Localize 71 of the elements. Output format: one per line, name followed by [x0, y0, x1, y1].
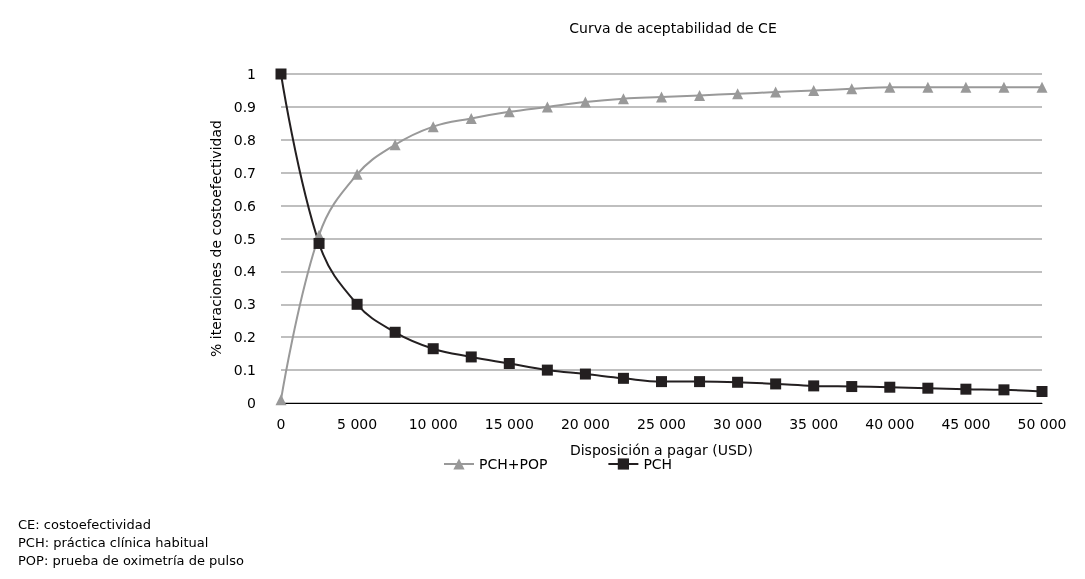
x-tick-label: 35 000: [789, 416, 839, 432]
point: [617, 372, 629, 384]
text: CE: costoefectividad: [18, 517, 151, 532]
x-tick-label: 40 000: [865, 416, 915, 432]
y-tick-label: 0.9: [233, 98, 256, 115]
y-tick-label: 0.6: [233, 197, 257, 214]
legend-label: PCH+POP: [479, 456, 548, 472]
point: [579, 368, 591, 380]
point: [503, 358, 515, 370]
point: [998, 384, 1010, 396]
point: [846, 381, 858, 393]
x-tick-label: 20 000: [560, 416, 610, 432]
point: [427, 343, 439, 355]
point: [313, 237, 325, 249]
point: [427, 121, 439, 133]
y-tick-label: 0.1: [233, 362, 256, 379]
x-tick-label: 30 000: [713, 416, 763, 432]
x-tick-label: 50 000: [1017, 416, 1067, 432]
y-tick-label: 0.3: [233, 296, 256, 313]
point: [656, 376, 667, 388]
point: [656, 91, 667, 103]
point: [694, 376, 706, 388]
point: [808, 380, 820, 392]
point: [275, 68, 287, 80]
point: [1036, 81, 1048, 93]
point: [617, 93, 629, 105]
x-tick-label: 25 000: [637, 416, 686, 432]
x-tick-label: 15 000: [484, 416, 534, 432]
point: [694, 89, 706, 101]
y-tick-label: 1: [247, 66, 256, 82]
y-tick-label: 0.7: [233, 164, 256, 181]
point: [884, 381, 896, 393]
legend-label: PCH: [643, 456, 673, 472]
x-tick-label: 45 000: [941, 416, 991, 432]
point: [732, 88, 744, 100]
y-tick-label: 0.5: [233, 230, 256, 247]
point: [960, 81, 972, 93]
y-axis-title: % iteraciones de costoefectividad: [207, 120, 224, 357]
point: [770, 378, 782, 390]
point: [846, 83, 858, 95]
point: [998, 81, 1010, 93]
point: [541, 101, 553, 113]
chart-title: Curva de aceptabilidad de CE: [569, 20, 777, 36]
point: [275, 394, 287, 406]
point: [732, 376, 744, 388]
point: [1036, 385, 1048, 397]
point: [465, 112, 477, 124]
x-axis-title: Disposición a pagar (USD): [569, 442, 754, 458]
y-tick-label: 0.8: [233, 131, 256, 148]
point: [922, 382, 934, 394]
point: [389, 326, 401, 338]
y-tick-label: 0.4: [233, 263, 257, 280]
point: [541, 364, 553, 376]
point: [351, 168, 363, 180]
text: PCH: práctica clínica habitual: [18, 535, 209, 550]
point: [922, 81, 934, 93]
x-tick-label: 0: [276, 416, 286, 432]
point: [770, 86, 782, 98]
point: [389, 139, 401, 151]
y-tick-label: 0.2: [233, 329, 256, 346]
point: [960, 383, 972, 395]
point: [579, 96, 591, 108]
point: [351, 298, 363, 310]
x-tick-label: 10 000: [408, 416, 458, 432]
y-tick-label: 0: [247, 395, 256, 411]
text: POP: prueba de oximetría de pulso: [18, 553, 244, 568]
point: [808, 84, 820, 96]
point: [465, 351, 477, 363]
point: [503, 106, 515, 118]
point: [884, 81, 896, 93]
x-tick-label: 5 000: [337, 416, 378, 432]
